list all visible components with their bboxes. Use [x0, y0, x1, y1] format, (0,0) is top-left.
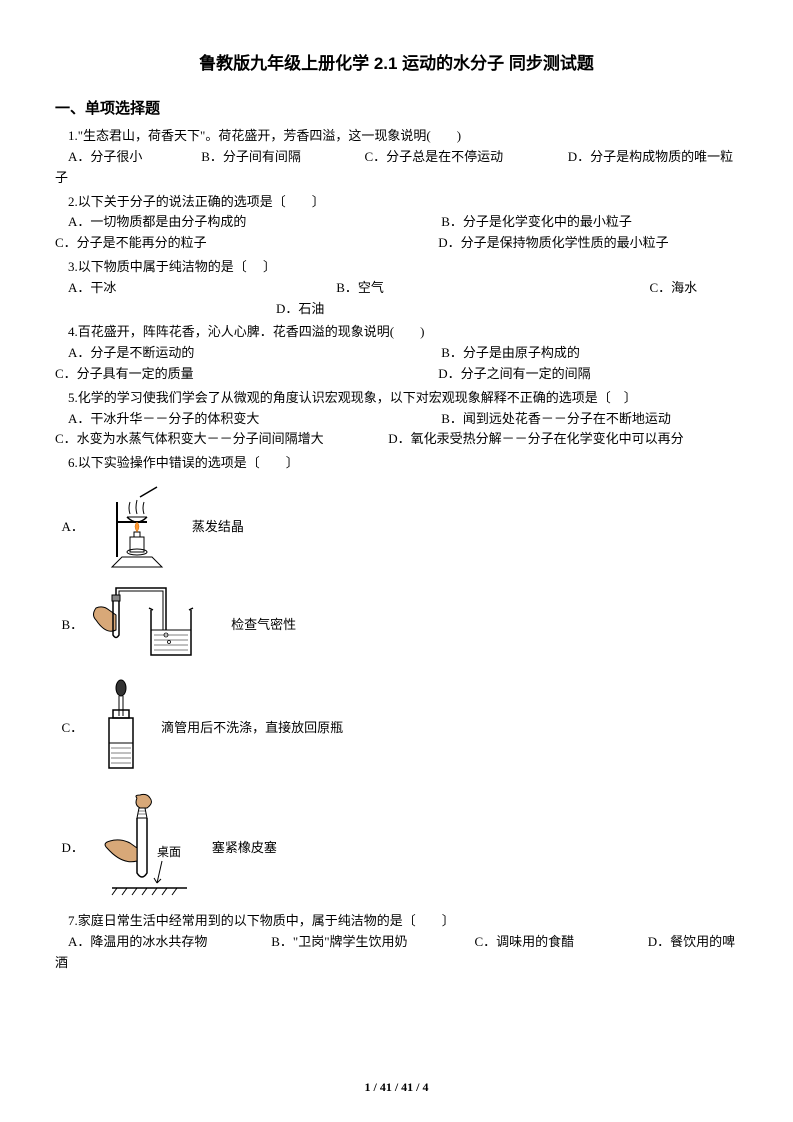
q7-opt-b: B．"卫岗"牌学生饮用奶: [271, 932, 471, 953]
q2-opt-b: B．分子是化学变化中的最小粒子: [441, 214, 632, 229]
q6-b-label: B．: [62, 615, 84, 636]
question-3: 3.以下物质中属于纯洁物的是〔 〕 A．干冰 B．空气 C．海水 D．石油: [55, 257, 738, 319]
q1-opt-c: C．分子总是在不停运动: [365, 147, 565, 168]
q6-c-caption: 滴管用后不洗涤，直接放回原瓶: [161, 718, 343, 739]
q6-option-d: D． 桌面 塞紧橡皮塞: [55, 793, 738, 903]
question-6: 6.以下实验操作中错误的选项是〔 〕 A． 蒸发结晶: [55, 453, 738, 903]
question-2: 2.以下关于分子的说法正确的选项是〔 〕 A．一切物质都是由分子构成的 B．分子…: [55, 192, 738, 254]
question-7: 7.家庭日常生活中经常用到的以下物质中，属于纯洁物的是〔 〕 A．降温用的冰水共…: [55, 911, 738, 973]
q4-opt-b: B．分子是由原子构成的: [441, 345, 580, 360]
q1-options: A．分子很小 B．分子间有间隔 C．分子总是在不停运动 D．分子是构成物质的唯一…: [55, 147, 738, 189]
question-5: 5.化学的学习使我们学会了从微观的角度认识宏观现象，以下对宏观现象解释不正确的选…: [55, 388, 738, 450]
q2-line1: A．一切物质都是由分子构成的 B．分子是化学变化中的最小粒子: [55, 212, 738, 233]
q6-d-caption: 塞紧橡皮塞: [212, 838, 277, 859]
q6-c-label: C．: [62, 718, 84, 739]
svg-text:桌面: 桌面: [157, 845, 181, 859]
airtight-diagram: [91, 580, 221, 670]
q3-line1: A．干冰 B．空气 C．海水: [55, 278, 738, 299]
section-header: 一、单项选择题: [55, 97, 738, 121]
dropper-diagram: [91, 678, 151, 778]
q5-opt-a: A．干冰升华－－分子的体积变大: [68, 409, 438, 430]
stopper-diagram: 桌面: [92, 793, 202, 903]
question-4: 4.百花盛开，阵阵花香，沁人心脾．花香四溢的现象说明( ) A．分子是不断运动的…: [55, 322, 738, 384]
q3-text: 3.以下物质中属于纯洁物的是〔 〕: [55, 257, 738, 278]
q7-options: A．降温用的冰水共存物 B．"卫岗"牌学生饮用奶 C．调味用的食醋 D．餐饮用的…: [55, 932, 738, 974]
q2-opt-c: C．分子是不能再分的粒子: [55, 233, 435, 254]
q2-opt-a: A．一切物质都是由分子构成的: [68, 212, 438, 233]
q4-opt-c: C．分子具有一定的质量: [55, 364, 435, 385]
q7-opt-c: C．调味用的食醋: [475, 932, 645, 953]
q3-opt-b: B．空气: [336, 278, 646, 299]
q2-opt-d: D．分子是保持物质化学性质的最小粒子: [438, 235, 668, 250]
q6-option-b: B． 检查气密性: [55, 580, 738, 670]
q4-line2: C．分子具有一定的质量 D．分子之间有一定的间隔: [55, 364, 738, 385]
q6-a-caption: 蒸发结晶: [192, 517, 244, 538]
q6-option-a: A． 蒸发结晶: [55, 482, 738, 572]
q4-opt-a: A．分子是不断运动的: [68, 343, 438, 364]
question-1: 1."生态君山，荷香天下"。荷花盛开，芳香四溢，这一现象说明( ) A．分子很小…: [55, 126, 738, 188]
q5-line2: C．水变为水蒸气体积变大－－分子间间隔增大 D．氧化汞受热分解－－分子在化学变化…: [55, 429, 738, 450]
q6-d-label: D．: [62, 838, 84, 859]
page-title: 鲁教版九年级上册化学 2.1 运动的水分子 同步测试题: [55, 50, 738, 77]
q7-opt-a: A．降温用的冰水共存物: [68, 932, 268, 953]
q4-text: 4.百花盛开，阵阵花香，沁人心脾．花香四溢的现象说明( ): [55, 322, 738, 343]
q5-text: 5.化学的学习使我们学会了从微观的角度认识宏观现象，以下对宏观现象解释不正确的选…: [55, 388, 738, 409]
page-footer: 1 / 41 / 41 / 4: [0, 1078, 793, 1097]
q1-opt-b: B．分子间有间隔: [201, 147, 361, 168]
q4-line1: A．分子是不断运动的 B．分子是由原子构成的: [55, 343, 738, 364]
q3-opt-c: C．海水: [650, 280, 698, 295]
q5-opt-b: B．闻到远处花香－－分子在不断地运动: [441, 411, 671, 426]
q1-text: 1."生态君山，荷香天下"。荷花盛开，芳香四溢，这一现象说明( ): [55, 126, 738, 147]
q6-a-label: A．: [62, 517, 84, 538]
q7-text: 7.家庭日常生活中经常用到的以下物质中，属于纯洁物的是〔 〕: [55, 911, 738, 932]
q1-opt-a: A．分子很小: [68, 147, 198, 168]
q6-b-caption: 检查气密性: [231, 615, 296, 636]
q6-option-c: C． 滴管用后不洗涤，直接放回原瓶: [55, 678, 738, 778]
q5-opt-c: C．水变为水蒸气体积变大－－分子间间隔增大: [55, 429, 385, 450]
q5-opt-d: D．氧化汞受热分解－－分子在化学变化中可以再分: [388, 431, 683, 446]
q4-opt-d: D．分子之间有一定的间隔: [438, 366, 590, 381]
q6-text: 6.以下实验操作中错误的选项是〔 〕: [55, 453, 738, 474]
q3-line2: D．石油: [55, 299, 738, 320]
q3-opt-a: A．干冰: [68, 278, 333, 299]
q2-line2: C．分子是不能再分的粒子 D．分子是保持物质化学性质的最小粒子: [55, 233, 738, 254]
q5-line1: A．干冰升华－－分子的体积变大 B．闻到远处花香－－分子在不断地运动: [55, 409, 738, 430]
q2-text: 2.以下关于分子的说法正确的选项是〔 〕: [55, 192, 738, 213]
q3-opt-d: D．石油: [276, 301, 324, 316]
evaporation-diagram: [92, 482, 182, 572]
